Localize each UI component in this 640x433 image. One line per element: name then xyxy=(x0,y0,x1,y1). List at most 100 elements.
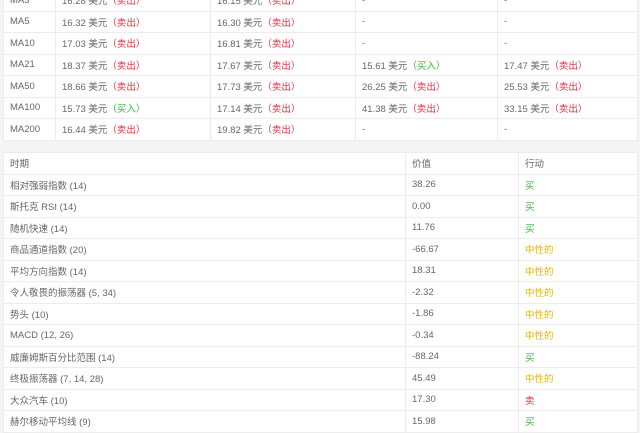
indicator-value: -0.34 xyxy=(412,329,434,341)
table-row: 势头 (10) -1.86 中性的 xyxy=(3,302,638,325)
indicator-name-cell: 平均方向指数 (14) xyxy=(3,259,406,282)
action-label: 买 xyxy=(525,223,535,235)
action-label: 中性的 xyxy=(525,245,554,257)
ma-value-cell: 16.44 美元（卖出） xyxy=(55,118,211,141)
ma-value-cell: 18.37 美元（卖出） xyxy=(55,53,211,76)
indicator-value: -2.32 xyxy=(412,286,434,298)
signal-label: （卖出） xyxy=(407,82,446,94)
indicator-value: -88.24 xyxy=(412,351,439,363)
table-row: MA200 16.44 美元（卖出） 19.82 美元（卖出） - - xyxy=(3,118,638,141)
signal-label: （卖出） xyxy=(262,82,301,94)
ma-value: 17.03 美元 xyxy=(62,39,108,51)
indicator-action-cell: 中性的 xyxy=(518,259,638,282)
table-row: MA5 16.32 美元（卖出） 16.30 美元（卖出） - - xyxy=(3,10,638,33)
indicator-name: 商品通道指数 (20) xyxy=(10,245,87,257)
table-row: MA10 17.03 美元（卖出） 16.81 美元（卖出） - - xyxy=(3,32,638,55)
indicator-action-cell: 卖 xyxy=(518,388,638,411)
indicator-value: -1.86 xyxy=(412,308,434,320)
indicator-name-cell: 威廉姆斯百分比范围 (14) xyxy=(3,345,406,368)
indicator-name: 斯托克 RSI (14) xyxy=(10,202,77,214)
ma-value: 26.25 美元 xyxy=(362,82,408,94)
indicator-value-cell: 45.49 xyxy=(405,367,519,390)
indicator-name: 赫尔移动平均线 (9) xyxy=(10,417,91,429)
action-label: 买 xyxy=(525,352,535,364)
indicator-name: 令人敬畏的振荡器 (5, 34) xyxy=(10,288,117,300)
ma-value-cell: - xyxy=(497,118,638,141)
table-row: 相对强弱指数 (14) 38.26 买 xyxy=(3,173,638,196)
ma-value: - xyxy=(362,16,366,28)
indicator-value: 17.30 xyxy=(412,394,436,406)
action-label: 中性的 xyxy=(525,288,554,300)
signal-label: （卖出） xyxy=(262,103,301,115)
signal-label: （卖出） xyxy=(262,39,301,51)
ma-value-cell: 16.32 美元（卖出） xyxy=(55,10,211,33)
ma-value: 16.15 美元 xyxy=(217,0,263,8)
ma-value: - xyxy=(504,16,508,28)
indicator-name-cell: 斯托克 RSI (14) xyxy=(3,195,406,218)
ma-value: 16.44 美元 xyxy=(62,125,108,137)
indicator-value: -66.67 xyxy=(412,243,439,255)
period-cell: MA5 xyxy=(3,10,56,33)
indicator-name: 威廉姆斯百分比范围 (14) xyxy=(10,352,116,364)
indicator-value-cell: -1.86 xyxy=(405,302,519,325)
indicator-action-cell: 中性的 xyxy=(518,281,638,304)
ma-value-cell: - xyxy=(497,10,638,33)
table-row: 商品通道指数 (20) -66.67 中性的 xyxy=(3,238,638,261)
ma-value: 17.14 美元 xyxy=(217,103,263,115)
indicator-action-cell: 中性的 xyxy=(518,367,638,390)
signal-label: （卖出） xyxy=(107,60,146,72)
indicator-name: 随机快速 (14) xyxy=(10,223,68,235)
indicator-value-cell: 17.30 xyxy=(405,388,519,411)
ma-value-cell: 19.82 美元（卖出） xyxy=(210,118,356,141)
signal-label: （卖出） xyxy=(262,125,301,137)
period-cell: MA3 xyxy=(3,0,56,12)
action-label: 买 xyxy=(525,202,535,214)
indicator-name: 相对强弱指数 (14) xyxy=(10,180,87,192)
indicator-name: 平均方向指数 (14) xyxy=(10,266,87,278)
moving-averages-table: MA3 16.28 美元（卖出） 16.15 美元（卖出） - - MA5 16.32 美元… xyxy=(3,0,638,141)
action-label: 中性的 xyxy=(525,309,554,321)
ma-value: 16.81 美元 xyxy=(217,39,263,51)
ma-value-cell: 25.53 美元（卖出） xyxy=(497,75,638,98)
indicator-action-cell: 买 xyxy=(518,216,638,239)
ma-value-cell: 17.14 美元（卖出） xyxy=(210,96,356,119)
indicator-action-cell: 买 xyxy=(518,345,638,368)
ma-value-cell: 17.47 美元（卖出） xyxy=(497,53,638,76)
table-row: 随机快速 (14) 11.76 买 xyxy=(3,216,638,239)
indicator-name-cell: 终极振荡器 (7, 14, 28) xyxy=(3,367,406,390)
ma-value-cell: - xyxy=(497,32,638,55)
ma-value-cell: 15.73 美元（买入） xyxy=(55,96,211,119)
period-cell: MA10 xyxy=(3,32,56,55)
ma-value-cell: 17.03 美元（卖出） xyxy=(55,32,211,55)
period-label: MA200 xyxy=(10,123,41,135)
indicator-value: 45.49 xyxy=(412,372,436,384)
ma-value-cell: 17.67 美元（卖出） xyxy=(210,53,356,76)
ma-value: 33.15 美元 xyxy=(504,103,550,115)
ma-value: 19.82 美元 xyxy=(217,125,263,137)
signal-label: （卖出） xyxy=(549,82,588,94)
indicator-action-cell: 买 xyxy=(518,173,638,196)
indicator-value-cell: -0.34 xyxy=(405,324,519,347)
ma-value: - xyxy=(362,123,366,135)
table-row: MA50 18.66 美元（卖出） 17.73 美元（卖出） 26.25 美元（卖出）… xyxy=(3,75,638,98)
table-row: 斯托克 RSI (14) 0.00 买 xyxy=(3,195,638,218)
indicator-name-cell: 商品通道指数 (20) xyxy=(3,238,406,261)
indicator-name-cell: 相对强弱指数 (14) xyxy=(3,173,406,196)
period-cell: MA100 xyxy=(3,96,56,119)
indicator-name: 势头 (10) xyxy=(10,309,49,321)
signal-label: （卖出） xyxy=(107,0,146,8)
action-label: 卖 xyxy=(525,395,535,407)
ma-value: 18.37 美元 xyxy=(62,60,108,72)
indicator-name: 大众汽车 (10) xyxy=(10,395,68,407)
period-label: MA50 xyxy=(10,80,35,92)
signal-label: （买入） xyxy=(407,60,446,72)
indicator-action-cell: 买 xyxy=(518,410,638,433)
indicator-name: 终极振荡器 (7, 14, 28) xyxy=(10,374,104,386)
ma-value: 16.32 美元 xyxy=(62,17,108,29)
indicator-action-cell: 中性的 xyxy=(518,302,638,325)
action-label: 中性的 xyxy=(525,331,554,343)
table-row: 威廉姆斯百分比范围 (14) -88.24 买 xyxy=(3,345,638,368)
indicator-name-cell: 大众汽车 (10) xyxy=(3,388,406,411)
ma-value-cell: 17.73 美元（卖出） xyxy=(210,75,356,98)
ma-value: - xyxy=(504,0,508,6)
